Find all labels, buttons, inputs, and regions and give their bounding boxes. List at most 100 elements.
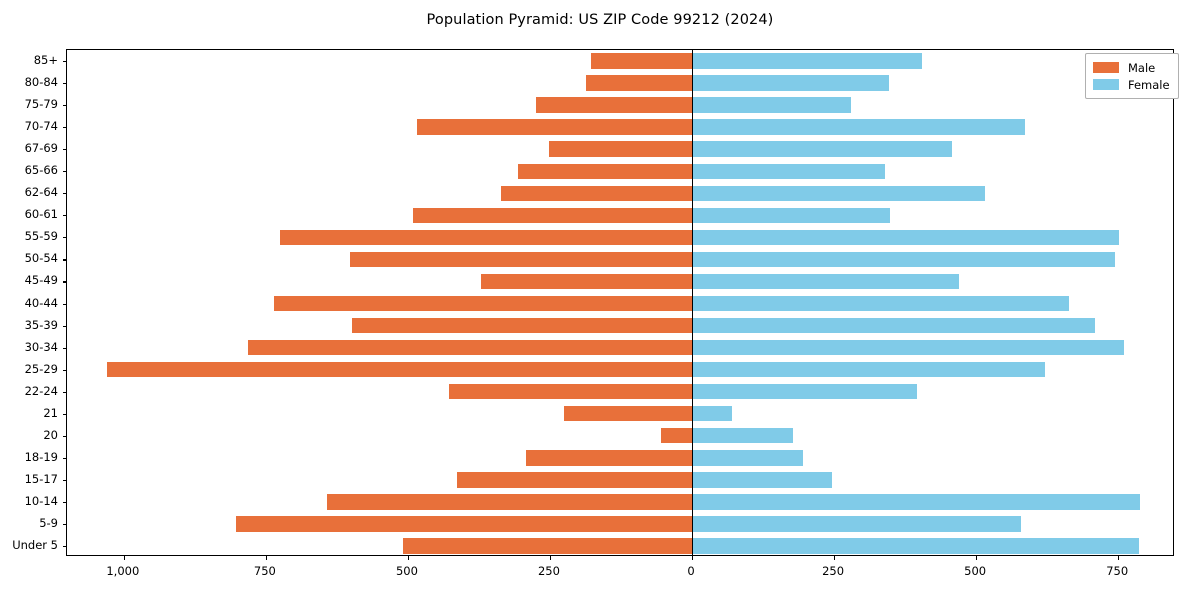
x-axis-tick-label: 750 [253,564,276,578]
y-axis-tick-label: 5-9 [39,515,58,530]
y-axis-tick-mark [62,215,67,217]
bar-row [67,361,1173,378]
chart-title: Population Pyramid: US ZIP Code 99212 (2… [426,12,774,28]
y-axis-tick-mark [62,281,67,283]
bar-female [692,185,986,201]
bar-row [67,494,1173,510]
legend-label: Female [1128,77,1170,92]
y-axis-tick-label: 25-29 [24,361,58,376]
bar-male [273,295,692,312]
bar-female [692,516,1021,532]
x-axis-tick-mark [1118,555,1120,560]
zero-axis-line [692,50,694,555]
bar-male [417,119,692,135]
bar-female [692,406,732,422]
y-axis-tick-mark [62,435,67,437]
bar-row [67,383,1173,400]
bar-female [692,229,1120,246]
bar-row [67,53,1173,69]
bar-female [692,472,833,488]
y-axis-tick-label: 80-84 [24,75,58,90]
y-axis-tick-label: 20 [43,427,58,442]
bar-row [67,428,1173,444]
y-axis-tick-mark [62,83,67,85]
bar-female [692,119,1025,135]
y-axis-tick-mark [62,501,67,503]
bar-male [352,317,693,334]
y-axis-tick-mark [62,347,67,349]
y-axis-tick-label: 85+ [33,53,58,68]
x-axis-tick-label: 500 [395,564,418,578]
bar-row [67,450,1173,466]
bar-female [692,295,1070,312]
bar-row [67,141,1173,157]
y-axis-tick-label: 45-49 [24,273,58,288]
bar-male [236,516,692,532]
y-axis-tick-mark [62,105,67,107]
y-axis-tick-mark [62,523,67,526]
bar-row [67,75,1173,91]
bar-female [692,450,803,466]
y-axis-tick-mark [62,457,67,459]
y-axis-tick-mark [62,149,67,151]
legend-swatch-icon [1093,62,1119,73]
bar-male [280,229,692,246]
bar-male [535,97,693,113]
bar-row [67,97,1173,113]
bar-row [67,163,1173,179]
y-axis-tick-label: 70-74 [24,119,58,134]
y-axis-tick-label: 40-44 [24,295,58,310]
legend-entry[interactable]: Male [1093,59,1170,76]
x-axis-tick-label: 500 [964,564,987,578]
x-axis-tick-mark [549,555,552,560]
bar-male [449,383,692,400]
bar-female [692,383,918,400]
bar-female [692,53,923,69]
bar-female [692,97,852,113]
x-axis-tick-mark [976,555,978,560]
x-axis-tick-mark [407,555,410,560]
y-axis-tick-label: Under 5 [12,537,58,552]
bar-row [67,538,1173,554]
bar-row [67,273,1173,290]
bar-row [67,317,1173,334]
y-axis-tick-label: 22-24 [24,383,58,398]
x-axis-tick-mark [265,555,267,560]
bar-male [517,163,693,179]
bar-row [67,229,1173,246]
y-axis-tick-label: 62-64 [24,185,58,200]
bar-male [660,428,693,444]
bar-male [501,185,692,201]
x-axis-tick-mark [834,555,836,560]
bar-male [586,75,692,91]
bar-row [67,295,1173,312]
y-axis-tick-mark [62,391,67,393]
bar-row [67,406,1173,422]
bar-row [67,339,1173,356]
y-axis-tick-mark [62,369,67,371]
bar-male [413,207,693,224]
y-axis-tick-label: 30-34 [24,339,58,354]
bar-male [248,339,693,356]
bar-row [67,185,1173,201]
bar-male [402,538,692,554]
bar-row [67,472,1173,488]
bar-row [67,119,1173,135]
plot-area [62,49,1174,560]
y-axis-tick-mark [62,259,67,261]
y-axis-tick-mark [62,127,67,129]
y-axis-tick-label: 65-66 [24,163,58,178]
x-axis-tick-mark [123,555,125,560]
bar-male [457,472,692,488]
y-axis-tick-label: 55-59 [24,229,58,244]
bars-layer [67,50,1173,555]
bar-female [692,273,960,290]
legend-entry[interactable]: Female [1093,76,1170,93]
y-axis-tick-label: 67-69 [24,141,58,156]
x-axis-tick-label: 0 [687,564,695,578]
bar-female [692,141,952,157]
y-axis-tick-mark [62,171,67,173]
chart-legend: Male Female [1085,53,1179,99]
x-axis-tick-mark [692,555,694,560]
